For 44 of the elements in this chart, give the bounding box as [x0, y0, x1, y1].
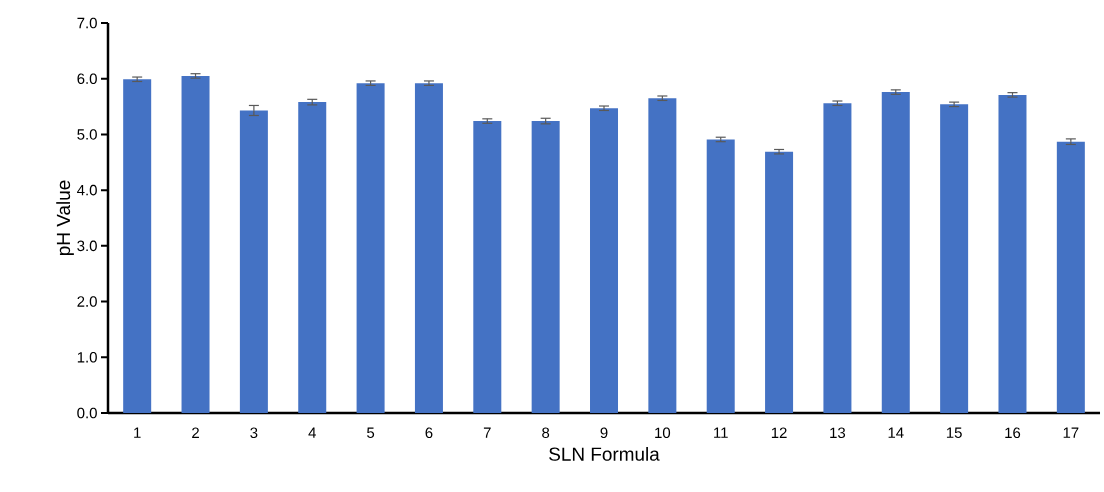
x-tick-label: 7 — [483, 427, 491, 438]
x-tick-label: 15 — [946, 427, 962, 438]
x-tick-label: 1 — [134, 427, 141, 438]
bar — [823, 103, 852, 413]
bar — [940, 104, 969, 413]
bar — [1056, 141, 1085, 413]
y-tick-label: 6.0 — [77, 73, 97, 84]
x-axis-title: SLN Formula — [549, 446, 660, 461]
y-tick-label: 5.0 — [77, 129, 97, 140]
y-axis-title: pH Value — [56, 180, 74, 256]
bar — [648, 98, 677, 413]
bar — [181, 75, 210, 413]
bar — [765, 151, 794, 413]
bar — [414, 83, 443, 413]
x-tick-label: 16 — [1005, 427, 1021, 439]
x-tick-label: 14 — [888, 427, 904, 438]
x-tick-label: 4 — [308, 427, 316, 438]
bar — [590, 108, 619, 413]
x-tick-label: 9 — [600, 427, 608, 439]
x-tick-label: 10 — [655, 427, 671, 439]
bar — [239, 110, 268, 413]
y-tick-label: 1.0 — [77, 351, 97, 363]
x-tick-label: 12 — [771, 427, 787, 438]
x-tick-label: 8 — [542, 427, 550, 439]
x-tick-label: 6 — [425, 427, 433, 439]
bar — [881, 92, 910, 413]
x-tick-label: 11 — [714, 427, 728, 438]
bar — [356, 83, 385, 413]
bar — [123, 79, 152, 413]
x-tick-label: 17 — [1063, 427, 1079, 438]
x-tick-label: 5 — [367, 427, 375, 438]
bar — [473, 121, 502, 413]
y-tick-label: 4.0 — [77, 184, 97, 196]
x-tick-label: 13 — [830, 427, 846, 439]
y-tick-label: 3.0 — [77, 240, 97, 252]
x-tick-label: 2 — [192, 427, 199, 438]
bar — [706, 139, 735, 413]
y-tick-label: 0.0 — [77, 407, 97, 419]
x-tick-label: 3 — [250, 427, 258, 439]
bar — [998, 94, 1027, 413]
y-tick-label: 2.0 — [77, 296, 97, 307]
bar — [298, 102, 327, 413]
bar — [531, 121, 560, 413]
y-tick-label: 7.0 — [77, 17, 97, 29]
